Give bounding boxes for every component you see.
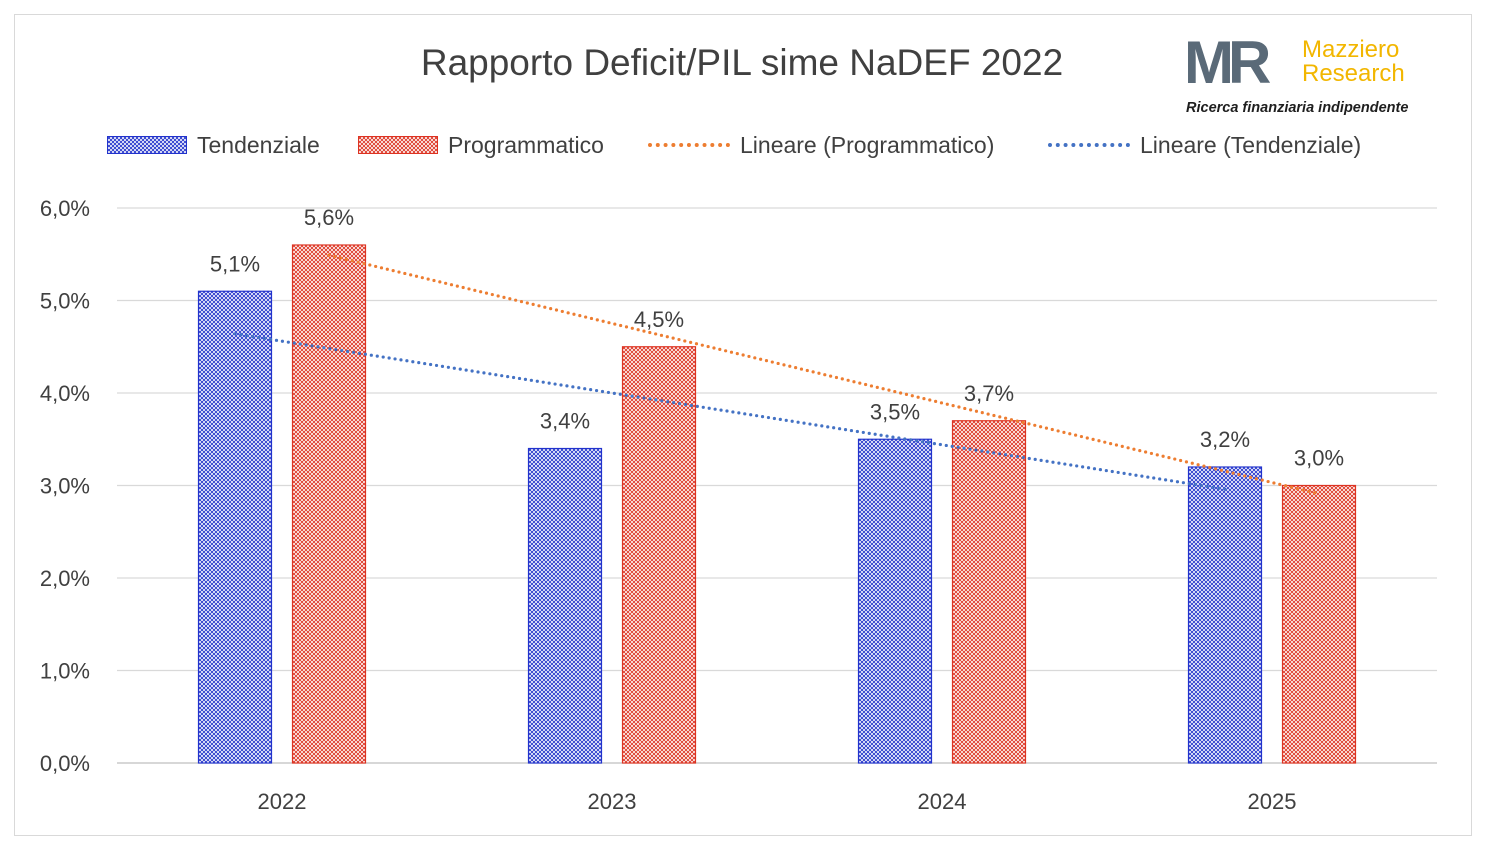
chart-title: Rapporto Deficit/PIL sime NaDEF 2022 xyxy=(420,42,1064,83)
trendline-tendenziale xyxy=(233,332,1227,491)
logo-mark: MR xyxy=(1184,29,1271,96)
bar-tendenziale-2024 xyxy=(857,438,933,764)
x-tick-label: 2023 xyxy=(588,789,637,814)
data-label: 4,5% xyxy=(634,307,684,332)
trendline-programmatico xyxy=(327,253,1321,496)
legend-item-programmatico: Programmatico xyxy=(358,130,604,160)
bar-programmatico-2022 xyxy=(291,244,367,764)
legend-item-tendenziale: Tendenziale xyxy=(107,130,320,160)
y-tick-label: 6,0% xyxy=(40,196,90,221)
x-tick-label: 2025 xyxy=(1248,789,1297,814)
bar-programmatico-2024 xyxy=(951,420,1027,764)
logo-name-line2: Research xyxy=(1302,60,1405,87)
bar-tendenziale-2022 xyxy=(197,290,273,764)
y-tick-label: 2,0% xyxy=(40,566,90,591)
bar-tendenziale-2025 xyxy=(1187,466,1263,764)
y-tick-label: 1,0% xyxy=(40,659,90,684)
data-label: 3,2% xyxy=(1200,427,1250,452)
y-tick-label: 4,0% xyxy=(40,381,90,406)
y-tick-label: 0,0% xyxy=(40,751,90,776)
legend-label-lineare-tendenziale: Lineare (Tendenziale) xyxy=(1140,131,1362,158)
company-logo: MR Mazziero Research Ricerca finanziaria… xyxy=(1184,30,1456,120)
logo-name-line1: Mazziero xyxy=(1302,36,1400,63)
legend-label-programmatico: Programmatico xyxy=(448,131,604,158)
legend-swatch-tendenziale xyxy=(107,136,187,154)
legend-swatch-programmatico xyxy=(358,136,438,154)
x-tick-label: 2022 xyxy=(258,789,307,814)
data-label: 5,6% xyxy=(304,205,354,230)
data-label: 3,0% xyxy=(1294,446,1344,471)
legend-label-lineare-programmatico: Lineare (Programmatico) xyxy=(740,131,995,158)
logo-tagline: Ricerca finanziaria indipendente xyxy=(1186,100,1409,116)
legend-item-lineare-programmatico: Lineare (Programmatico) xyxy=(648,130,994,160)
data-label: 5,1% xyxy=(210,251,260,276)
x-tick-label: 2024 xyxy=(918,789,967,814)
legend-line-lineare-tendenziale xyxy=(1048,143,1130,147)
legend-label-tendenziale: Tendenziale xyxy=(197,131,320,158)
legend-line-lineare-programmatico xyxy=(648,143,730,147)
bar-programmatico-2023 xyxy=(621,346,697,764)
bar-programmatico-2025 xyxy=(1281,484,1357,764)
data-label: 3,7% xyxy=(964,381,1014,406)
bar-tendenziale-2023 xyxy=(527,447,603,764)
y-tick-label: 5,0% xyxy=(40,289,90,314)
data-label: 3,5% xyxy=(870,399,920,424)
chart-legend: Tendenziale Programmatico Lineare (Progr… xyxy=(100,130,1400,160)
y-tick-label: 3,0% xyxy=(40,474,90,499)
legend-item-lineare-tendenziale: Lineare (Tendenziale) xyxy=(1048,130,1361,160)
data-label: 3,4% xyxy=(540,409,590,434)
